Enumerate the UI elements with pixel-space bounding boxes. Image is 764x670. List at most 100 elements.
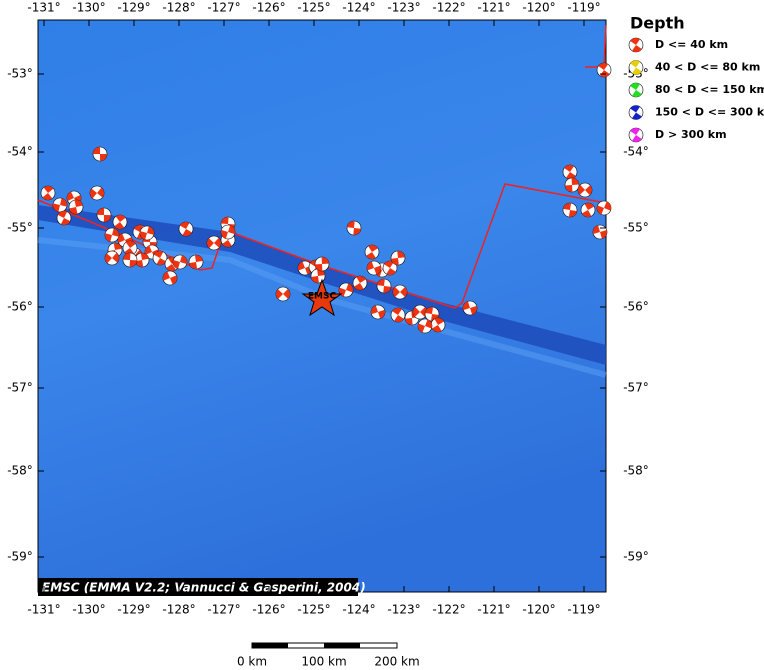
ball-quad [283,288,290,299]
lat-label-left: -57° [7,381,33,395]
ball-quad [222,240,232,247]
legend-title: Depth [630,14,685,33]
ball-quad [67,191,74,201]
lon-label-top: -123° [387,1,420,15]
ball-quad [90,188,97,199]
lat-label-right: -56° [623,300,649,314]
focal-mechanism [338,282,354,298]
focal-mechanism [596,200,612,216]
ball-quad [391,258,399,265]
focal-mechanism [96,207,112,223]
lon-label-top: -128° [162,1,195,15]
focal-mechanism [314,256,330,272]
focal-mechanism [104,227,120,243]
ball-quad [42,193,53,201]
ball-quad [105,253,112,264]
ball-quad [425,319,433,329]
ball-quad [315,264,323,271]
ball-quad [97,187,104,198]
ball-quad [600,230,607,239]
focal-mechanism [390,307,406,323]
legend-label: 80 < D <= 150 km [655,83,764,96]
ball-quad [97,208,105,215]
ball-quad [585,185,592,196]
focal-mechanism [178,221,194,237]
ball-quad [221,217,229,224]
lat-label-left: -54° [7,145,33,159]
ball-quad [367,261,374,271]
ball-quad [593,225,600,234]
ball-quad [103,215,111,222]
lon-label-bottom: -131° [27,603,60,617]
ball-quad [378,309,385,319]
ball-quad [179,222,190,229]
legend-symbol [628,60,644,75]
ball-quad [630,83,640,90]
ball-quad [144,245,152,255]
focal-mechanism [68,199,84,215]
ball-quad [118,233,125,243]
ball-quad [347,221,355,228]
ball-quad [57,211,68,218]
ball-quad [632,67,642,75]
ball-quad [566,172,576,180]
legend-symbol [628,105,644,120]
ball-quad [140,231,147,240]
lon-label-top: -120° [522,1,555,15]
lat-label-right: -57° [623,381,649,395]
epicenter-label: EMSC [308,292,337,302]
scale-label: 100 km [301,655,346,667]
ball-quad [581,210,592,218]
focal-mechanism [577,182,593,198]
focal-mechanism [390,250,406,266]
ball-quad [194,255,203,262]
ball-quad [412,306,420,317]
focal-mechanism [52,197,68,213]
legend-symbol [628,82,644,98]
focal-mechanism [430,317,446,333]
ball-quad [298,261,305,271]
ball-quad [400,287,407,297]
ball-quad [598,62,609,70]
ball-quad [60,198,67,207]
lon-label-bottom: -119° [567,603,600,617]
epicenter-star [301,278,343,317]
focal-mechanism [562,202,578,218]
credit-box [38,578,358,596]
ball-quad [140,253,149,260]
ball-quad [563,203,572,210]
lat-label-left: -55° [7,221,33,235]
ball-quad [366,252,376,259]
ball-quad [632,45,642,52]
ball-quad [170,275,177,285]
ball-quad [115,215,126,222]
ball-quad [374,265,381,275]
lat-label-left: -58° [7,464,33,478]
lat-label-right: -55° [623,221,649,235]
ball-quad [346,283,354,293]
ball-quad [434,318,445,325]
lon-label-bottom: -122° [432,603,465,617]
ball-quad [207,238,214,249]
lon-label-top: -121° [477,1,510,15]
ball-quad [394,315,404,322]
ball-quad [220,229,228,239]
ball-quad [417,323,425,333]
trench [38,205,606,365]
focal-mechanism [562,164,578,180]
focal-mechanism [346,220,362,236]
lon-label-top: -124° [342,1,375,15]
ball-quad [597,205,604,215]
ball-quad [100,154,107,161]
ball-quad [431,314,439,321]
ball-quad [584,203,595,210]
lon-label-bottom: -130° [72,603,105,617]
ball-quad [386,268,396,276]
lat-label-left: -53° [7,67,33,81]
ball-quad [565,185,573,192]
lat-label-right: -59° [623,550,649,564]
ball-quad [135,260,144,267]
ball-quad [163,271,170,281]
ball-quad [53,203,60,212]
